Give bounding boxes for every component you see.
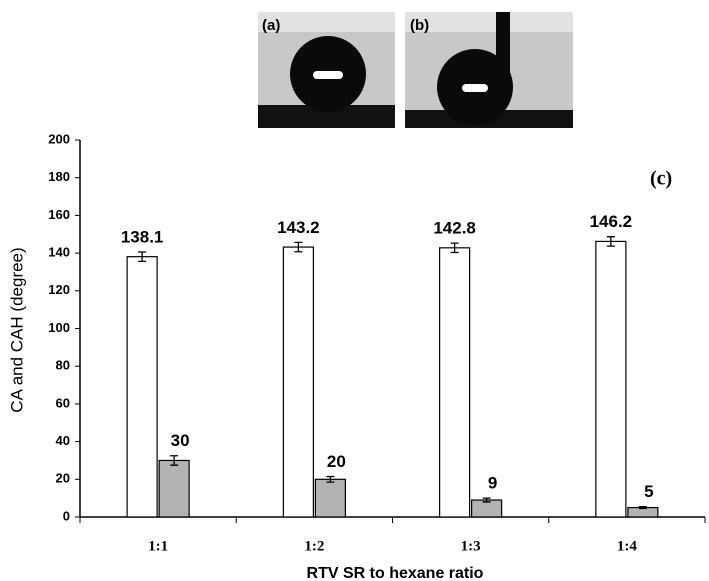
bar <box>315 479 345 517</box>
droplet-image-b <box>405 12 573 128</box>
x-tick-label: 1:1 <box>148 538 168 554</box>
figure: (a) (b) (c) RTV SR to hexane ratio CA an… <box>0 0 709 581</box>
y-tick-label: 80 <box>56 358 70 373</box>
bar <box>283 247 313 517</box>
y-tick-label: 200 <box>48 131 70 146</box>
data-label: 146.2 <box>590 212 633 231</box>
bar <box>472 500 502 517</box>
data-label: 9 <box>488 474 497 493</box>
data-label: 5 <box>644 482 653 501</box>
y-tick-label: 40 <box>56 433 70 448</box>
y-tick-label: 180 <box>48 169 70 184</box>
data-label: 20 <box>327 452 346 471</box>
x-tick-label: 1:3 <box>461 538 481 554</box>
y-tick-label: 100 <box>48 320 70 335</box>
data-label: 142.8 <box>433 219 476 238</box>
bar <box>596 241 626 517</box>
y-tick-label: 60 <box>56 395 70 410</box>
data-label: 143.2 <box>277 218 320 237</box>
y-tick-label: 120 <box>48 282 70 297</box>
y-tick-label: 160 <box>48 207 70 222</box>
panel-label: (b) <box>410 17 429 34</box>
bar <box>159 460 189 517</box>
y-tick-label: 140 <box>48 245 70 260</box>
data-label: 138.1 <box>121 227 164 246</box>
y-tick-label: 0 <box>63 508 70 523</box>
x-tick-label: 1:2 <box>304 538 324 554</box>
bar <box>127 257 157 517</box>
y-tick-label: 20 <box>56 471 70 486</box>
data-label: 30 <box>171 431 190 450</box>
x-tick-label: 1:4 <box>617 538 637 554</box>
y-axis-label: CA and CAH (degree) <box>7 247 26 412</box>
annotation: (c) <box>650 168 672 190</box>
x-axis-label: RTV SR to hexane ratio <box>307 565 484 581</box>
panel-label: (a) <box>262 17 280 34</box>
bar <box>440 248 470 517</box>
